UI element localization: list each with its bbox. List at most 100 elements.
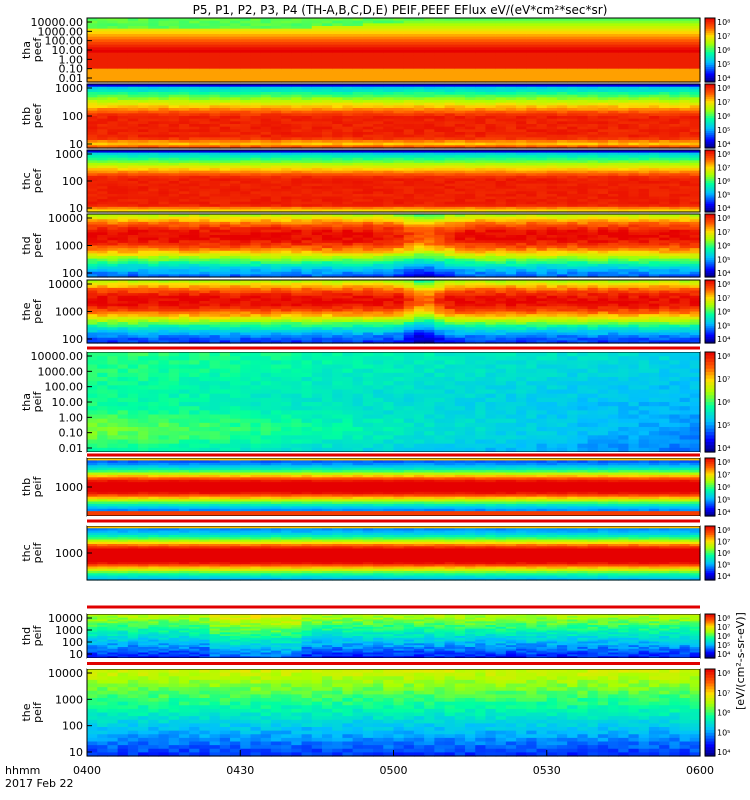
heatmap-cell <box>659 42 670 46</box>
heatmap-cell <box>342 23 354 27</box>
heatmap-cell <box>127 47 139 51</box>
heatmap-cell <box>230 52 241 56</box>
heatmap-cell <box>209 84 221 88</box>
heatmap-cell <box>117 47 129 51</box>
heatmap-cell <box>138 28 149 32</box>
heatmap-cell <box>97 68 109 72</box>
heatmap-cell <box>168 50 180 54</box>
heatmap-cell <box>209 47 221 51</box>
heatmap-cell <box>536 71 548 75</box>
heatmap-cell <box>281 108 292 112</box>
heatmap-cell <box>403 18 415 22</box>
heatmap-cell <box>87 52 98 56</box>
heatmap-cell <box>219 28 231 32</box>
heatmap-cell <box>230 92 241 96</box>
heatmap-cell <box>465 44 476 48</box>
heatmap-cell <box>475 63 487 67</box>
heatmap-cell <box>648 47 660 51</box>
heatmap-cell <box>638 55 650 59</box>
heatmap-cell <box>311 132 323 136</box>
heatmap-cell <box>413 34 425 38</box>
heatmap-cell <box>342 84 354 88</box>
heatmap-cell <box>127 116 139 120</box>
heatmap-cell <box>352 28 364 32</box>
heatmap-cell <box>291 142 303 146</box>
heatmap-cell <box>199 84 211 88</box>
heatmap-cell <box>107 97 119 101</box>
heatmap-cell <box>87 129 98 133</box>
heatmap-cell <box>107 63 119 67</box>
heatmap-cell <box>454 79 466 83</box>
heatmap-cell <box>250 47 262 51</box>
heatmap-cell <box>556 18 568 22</box>
heatmap-cell <box>291 50 303 54</box>
heatmap-cell <box>383 28 395 32</box>
heatmap-cell <box>158 121 170 125</box>
heatmap-cell <box>373 44 384 48</box>
heatmap-cell <box>628 60 640 64</box>
heatmap-cell <box>546 39 558 43</box>
heatmap-cell <box>250 26 262 30</box>
panel-ylabel: thcpeef <box>20 168 44 194</box>
heatmap-cell <box>413 55 425 59</box>
heatmap-cell <box>87 132 98 136</box>
heatmap-cell <box>250 145 262 149</box>
heatmap-cell <box>618 52 630 56</box>
heatmap-cell <box>230 137 241 141</box>
heatmap-cell <box>240 100 252 104</box>
heatmap-cell <box>301 102 313 106</box>
heatmap-cell <box>107 28 119 32</box>
heatmap-cell <box>209 137 221 141</box>
heatmap-cell <box>311 42 323 46</box>
heatmap-cell <box>403 71 415 75</box>
heatmap-cell <box>178 116 190 120</box>
heatmap-cell <box>321 105 333 109</box>
heatmap-cell <box>127 97 139 101</box>
heatmap-cell <box>679 50 691 54</box>
heatmap-cell <box>138 105 149 109</box>
heatmap-cell <box>301 28 313 32</box>
heatmap-cell <box>454 39 466 43</box>
heatmap-cell <box>526 28 538 32</box>
heatmap-cell <box>342 108 354 112</box>
heatmap-cell <box>250 142 262 146</box>
heatmap-cell <box>373 39 384 43</box>
heatmap-cell <box>577 39 589 43</box>
heatmap-cell <box>260 89 272 93</box>
heatmap-cell <box>505 68 517 72</box>
y-tick-label: 10000.00 <box>31 16 84 29</box>
heatmap-cell <box>291 34 303 38</box>
heatmap-cell <box>148 118 160 122</box>
heatmap-cell <box>87 66 98 70</box>
heatmap-cell <box>240 140 252 144</box>
heatmap-cell <box>321 121 333 125</box>
heatmap-cell <box>618 68 630 72</box>
heatmap-cell <box>342 31 354 35</box>
heatmap-cell <box>587 26 599 30</box>
heatmap-cell <box>618 50 630 54</box>
heatmap-cell <box>199 55 211 59</box>
heatmap-cell <box>556 76 568 80</box>
heatmap-cell <box>291 92 303 96</box>
heatmap-cell <box>87 60 98 64</box>
heatmap-cell <box>97 55 109 59</box>
heatmap-cell <box>107 134 119 138</box>
heatmap-cell <box>127 108 139 112</box>
heatmap-cell <box>240 94 252 98</box>
heatmap-cell <box>332 84 344 88</box>
heatmap-cell <box>138 47 149 51</box>
heatmap-cell <box>148 100 160 104</box>
heatmap-cell <box>189 105 200 109</box>
heatmap-cell <box>516 55 527 59</box>
heatmap-cell <box>454 18 466 22</box>
heatmap-cell <box>178 94 190 98</box>
heatmap-cell <box>301 124 313 128</box>
heatmap-cell <box>638 31 650 35</box>
heatmap-cell <box>648 39 660 43</box>
heatmap-cell <box>97 74 109 78</box>
heatmap-cell <box>383 23 395 27</box>
heatmap-cell <box>321 68 333 72</box>
heatmap-cell <box>526 71 538 75</box>
heatmap-cell <box>413 36 425 40</box>
heatmap-cell <box>403 42 415 46</box>
